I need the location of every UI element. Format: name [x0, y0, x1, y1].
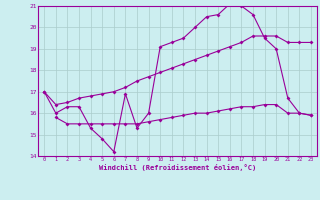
X-axis label: Windchill (Refroidissement éolien,°C): Windchill (Refroidissement éolien,°C)	[99, 164, 256, 171]
